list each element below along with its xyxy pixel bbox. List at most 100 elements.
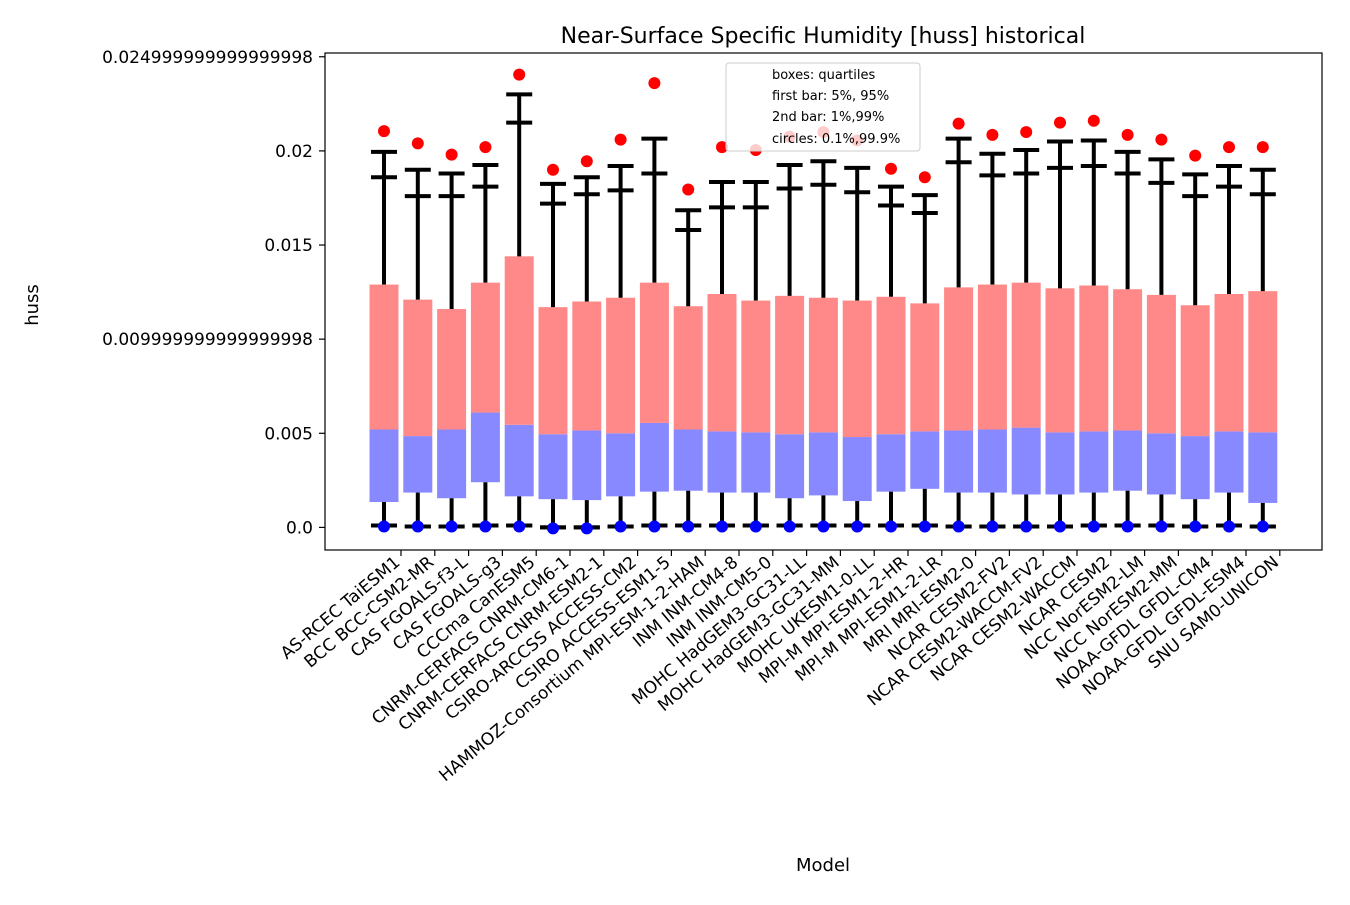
- p0-1-circle: [1223, 520, 1235, 533]
- lower-quartile-box: [775, 434, 805, 499]
- p99-9-circle: [580, 155, 593, 168]
- upper-quartile-box: [977, 284, 1007, 430]
- lower-quartile-box: [1079, 431, 1109, 493]
- upper-quartile-box: [775, 295, 805, 435]
- p0-1-circle: [851, 520, 864, 533]
- upper-quartile-box: [808, 297, 838, 433]
- model-group-18: [944, 117, 974, 533]
- upper-quartile-box: [876, 296, 906, 435]
- model-group-6: [538, 163, 568, 535]
- y-tick-label: 0.005: [264, 424, 313, 444]
- model-group-1: [369, 125, 399, 533]
- lower-quartile-box: [808, 432, 838, 496]
- upper-quartile-box: [1248, 291, 1278, 433]
- lower-quartile-box: [944, 430, 974, 493]
- upper-quartile-box: [1146, 294, 1176, 434]
- lower-quartile-box: [842, 437, 872, 502]
- legend-line-4: circles: 0.1%,99.9%: [772, 132, 900, 147]
- p0-1-circle: [716, 520, 728, 533]
- y-tick-label: 0.009999999999999998: [102, 330, 313, 350]
- x-axis-label: Model: [796, 855, 850, 876]
- lower-quartile-box: [1011, 427, 1041, 495]
- p0-1-circle: [378, 520, 390, 533]
- upper-quartile-box: [1011, 282, 1041, 428]
- model-group-9: [639, 77, 669, 533]
- p0-1-circle: [783, 520, 796, 533]
- model-group-23: [1113, 128, 1143, 533]
- upper-quartile-box: [910, 303, 940, 432]
- upper-quartile-box: [1214, 293, 1244, 432]
- upper-quartile-box: [606, 297, 636, 434]
- lower-quartile-box: [1248, 432, 1278, 503]
- p0-1-circle: [411, 520, 424, 533]
- p99-9-circle: [445, 148, 458, 161]
- lower-quartile-box: [1180, 436, 1210, 500]
- model-group-21: [1045, 116, 1075, 533]
- upper-quartile-box: [437, 309, 467, 430]
- p0-1-circle: [580, 522, 593, 535]
- p99-9-circle: [1256, 141, 1269, 154]
- p0-1-circle: [749, 520, 762, 533]
- y-axis-label: huss: [22, 284, 43, 326]
- p0-1-circle: [885, 520, 897, 533]
- model-group-12: [741, 143, 771, 533]
- lower-quartile-box: [673, 429, 703, 491]
- p0-1-circle: [479, 520, 492, 533]
- legend-box: [725, 62, 921, 152]
- lower-quartile-box: [1146, 433, 1176, 495]
- model-group-25: [1180, 149, 1210, 533]
- p0-1-circle: [513, 520, 526, 533]
- p0-1-circle: [547, 522, 559, 535]
- p99-9-circle: [1087, 114, 1100, 127]
- p0-1-circle: [1020, 520, 1033, 533]
- p99-9-circle: [1189, 149, 1202, 162]
- p0-1-circle: [1155, 520, 1168, 533]
- p99-9-circle: [986, 128, 999, 141]
- lower-quartile-box: [639, 422, 669, 492]
- p0-1-circle: [1054, 520, 1066, 533]
- p99-9-circle: [918, 171, 931, 184]
- plot-frame: [324, 52, 1323, 551]
- upper-quartile-box: [538, 307, 568, 435]
- lower-quartile-box: [707, 431, 737, 493]
- model-group-27: [1248, 141, 1278, 533]
- model-group-15: [842, 134, 872, 533]
- p0-1-circle: [682, 520, 695, 533]
- p99-9-circle: [411, 137, 424, 150]
- p99-9-circle: [547, 163, 559, 176]
- lower-quartile-box: [504, 424, 534, 497]
- model-group-2: [403, 137, 433, 533]
- p99-9-circle: [1020, 126, 1033, 139]
- y-tick-label: 0.015: [264, 236, 313, 256]
- p0-1-circle: [1121, 520, 1134, 533]
- model-group-8: [606, 133, 636, 533]
- p99-9-circle: [1054, 116, 1066, 129]
- model-group-22: [1079, 114, 1109, 533]
- upper-quartile-box: [572, 301, 602, 431]
- upper-quartile-box: [1180, 305, 1210, 437]
- model-group-5: [504, 68, 534, 533]
- p99-9-circle: [479, 141, 492, 154]
- lower-quartile-box: [403, 436, 433, 493]
- p0-1-circle: [817, 520, 830, 533]
- model-group-3: [437, 148, 467, 533]
- legend: boxes: quartiles first bar: 5%, 95% 2nd …: [725, 62, 921, 152]
- lower-quartile-box: [538, 434, 568, 500]
- upper-quartile-box: [639, 282, 669, 423]
- p99-9-circle: [716, 141, 728, 154]
- p99-9-circle: [1223, 141, 1235, 154]
- upper-quartile-box: [504, 256, 534, 425]
- model-group-20: [1011, 126, 1041, 533]
- legend-line-1: boxes: quartiles: [772, 68, 876, 83]
- upper-quartile-box: [741, 300, 771, 433]
- upper-quartile-box: [842, 300, 872, 438]
- upper-quartile-box: [673, 306, 703, 430]
- lower-quartile-box: [369, 429, 399, 502]
- model-group-7: [572, 155, 602, 535]
- chart-title: Near-Surface Specific Humidity [huss] hi…: [561, 24, 1086, 49]
- p99-9-circle: [1121, 128, 1134, 141]
- lower-quartile-box: [1113, 430, 1143, 491]
- lower-quartile-box: [1045, 432, 1075, 495]
- p99-9-circle: [1155, 133, 1168, 146]
- model-group-10: [673, 183, 703, 533]
